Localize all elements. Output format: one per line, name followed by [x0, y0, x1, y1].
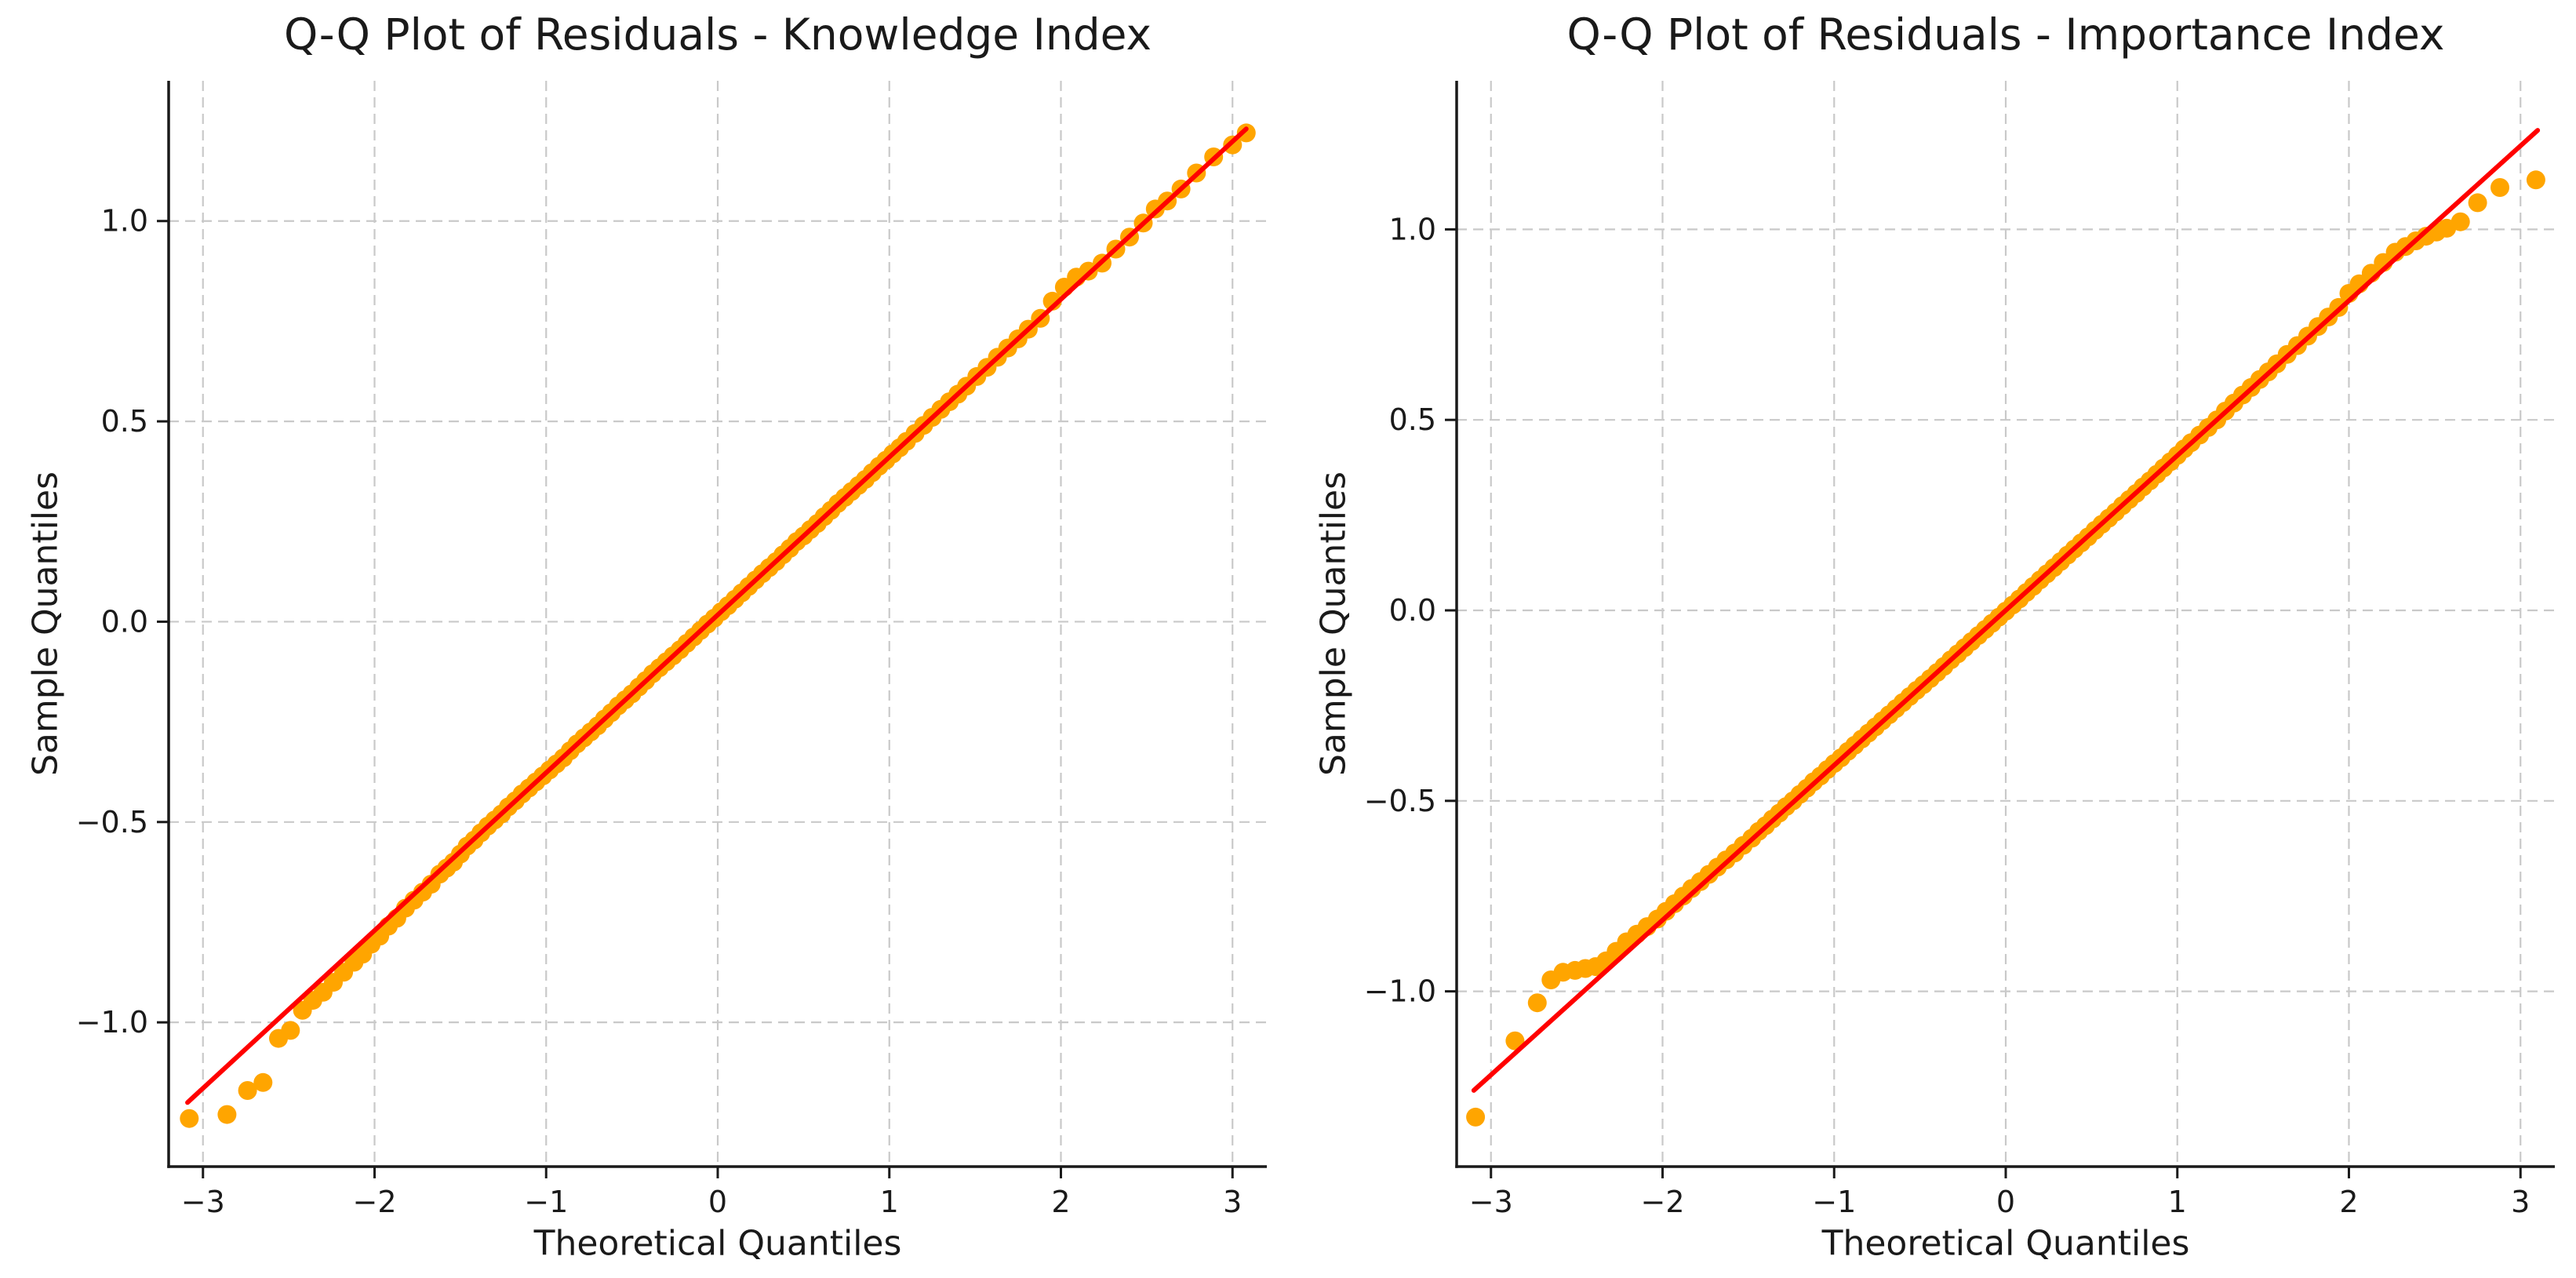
plot-title-importance: Q-Q Plot of Residuals - Importance Index: [1566, 9, 2445, 60]
data-point: [238, 1081, 257, 1100]
x-tick-label: 2: [2339, 1185, 2358, 1219]
data-point: [281, 1021, 300, 1040]
x-tick-label: 0: [708, 1185, 727, 1219]
subplot-importance-index: Q-Q Plot of Residuals - Importance Index…: [1288, 0, 2576, 1278]
x-tick-label: 2: [1051, 1185, 1070, 1219]
x-tick-label: 3: [2511, 1185, 2530, 1219]
x-tick-label: −2: [1640, 1185, 1684, 1219]
y-tick-label: 0.0: [101, 604, 148, 639]
data-point: [2490, 178, 2509, 197]
y-tick-label: 0.5: [1389, 402, 1436, 437]
data-point: [2468, 193, 2487, 213]
data-point: [180, 1109, 199, 1128]
x-tick-label: −1: [524, 1185, 568, 1219]
x-tick-label: −3: [181, 1185, 225, 1219]
plot-canvas-importance: −3 −2 −1 0 1 2 3 −1.0 −0.5 0.0 0.5 1.0: [1364, 81, 2555, 1219]
plot-canvas-knowledge: −3 −2 −1 0 1 2 3 −1.0 −0.5 0.0 0.5 1.0: [76, 81, 1267, 1219]
y-tick-label: 1.0: [1389, 212, 1436, 246]
x-tick-label: −2: [352, 1185, 396, 1219]
data-point: [253, 1072, 273, 1092]
data-point: [1236, 123, 1256, 143]
data-point: [2526, 170, 2545, 190]
x-tick-label: 1: [2168, 1185, 2187, 1219]
y-tick-label: −0.5: [1364, 784, 1436, 818]
x-axis-label-importance: Theoretical Quantiles: [1821, 1223, 2190, 1264]
y-axis-label-knowledge: Sample Quantiles: [25, 471, 66, 777]
plot-title-knowledge: Q-Q Plot of Residuals - Knowledge Index: [283, 9, 1152, 60]
subplot-knowledge-index: Q-Q Plot of Residuals - Knowledge Index …: [25, 9, 1267, 1264]
y-tick-label: −1.0: [76, 1005, 148, 1040]
x-tick-label: 3: [1223, 1185, 1242, 1219]
data-point: [1527, 993, 1547, 1013]
data-point: [217, 1105, 237, 1124]
data-point: [2450, 212, 2470, 231]
reference-line: [185, 126, 1249, 1105]
x-tick-label: −3: [1469, 1185, 1513, 1219]
y-tick-label: −0.5: [76, 805, 148, 839]
data-point: [1466, 1107, 1486, 1127]
y-tick-label: 0.0: [1389, 593, 1436, 628]
x-tick-label: −1: [1812, 1185, 1856, 1219]
y-tick-label: 1.0: [101, 204, 148, 238]
x-axis-label-knowledge: Theoretical Quantiles: [533, 1223, 902, 1264]
x-tick-label: 0: [1996, 1185, 2015, 1219]
x-tick-label: 1: [880, 1185, 899, 1219]
data-point: [1505, 1031, 1525, 1050]
y-axis-label-importance: Sample Quantiles: [1313, 471, 1354, 777]
y-tick-label: 0.5: [101, 404, 148, 439]
y-tick-label: −1.0: [1364, 974, 1436, 1009]
reference-line: [1471, 128, 2541, 1093]
